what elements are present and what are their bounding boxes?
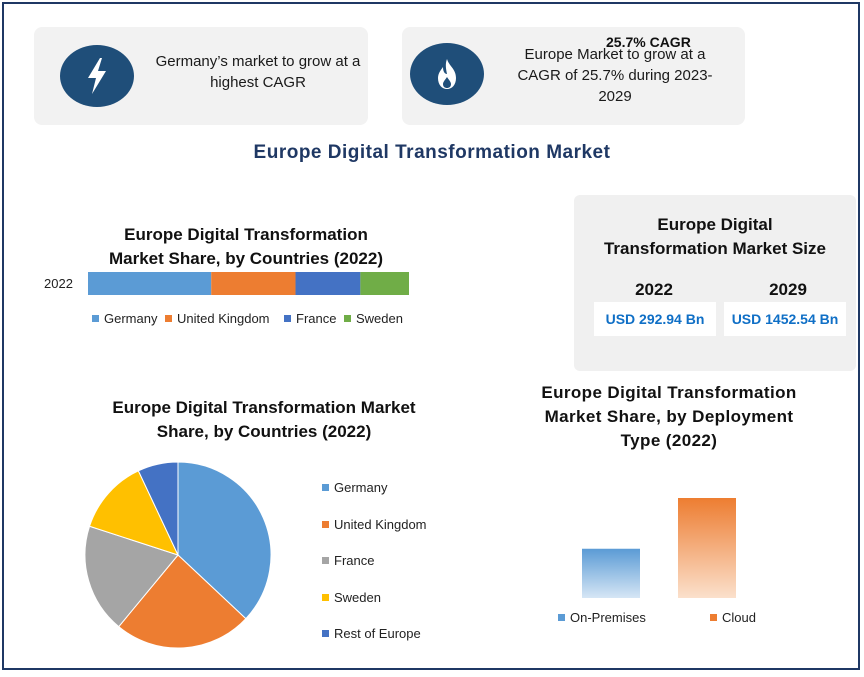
legend-item-france: France — [284, 311, 336, 326]
legend-swatch — [322, 484, 329, 491]
value-2029: USD 1452.54 Bn — [724, 302, 846, 336]
deployment-bar-chart — [582, 498, 736, 598]
legend-swatch — [322, 520, 329, 528]
value-2022: USD 292.94 Bn — [594, 302, 716, 336]
pie-slice-united-kingdom — [118, 554, 247, 649]
pie-slice-france — [84, 525, 179, 628]
year-2029-label: 2029 — [769, 280, 807, 299]
legend-swatch — [710, 614, 717, 621]
germany-growth-card: Germany’s market to grow at a highest CA… — [34, 27, 368, 125]
stacked-bar-chart: 2022 — [44, 272, 409, 295]
legend-label: On-Premises — [570, 610, 646, 625]
market-size-title: Europe Digital Transformation Market Siz… — [603, 215, 826, 258]
legend-label: Sweden — [356, 311, 403, 326]
stacked-bar-title: Europe Digital Transformation Market Sha… — [109, 225, 383, 268]
europe-cagr-card: Europe Market to grow at a CAGR of 25.7%… — [402, 27, 745, 125]
pie-slice-rest-of-europe — [137, 461, 179, 556]
legend-item-france: France — [322, 553, 374, 568]
legend-label: France — [334, 553, 375, 568]
legend-swatch — [322, 557, 329, 564]
germany-growth-text: Germany’s market to grow at a highest CA… — [155, 53, 361, 91]
legend-label: Germany — [334, 480, 388, 495]
legend-swatch — [165, 315, 172, 322]
deployment-title: Europe Digital Transformation Market Sha… — [541, 383, 797, 450]
legend-label: Cloud — [722, 610, 756, 625]
bar-segment-france — [295, 272, 361, 295]
infographic-frame — [2, 2, 860, 670]
bar-segment-united-kingdom — [211, 272, 296, 295]
pie-chart — [84, 461, 272, 649]
year-2022-label: 2022 — [635, 280, 673, 299]
cagr-tag: 25.7% CAGR — [606, 34, 691, 50]
legend-swatch — [344, 315, 351, 322]
legend-label: United Kingdom — [177, 311, 270, 326]
main-title: Europe Digital Transformation Market — [253, 142, 611, 163]
legend-item-united-kingdom: United Kingdom — [165, 311, 270, 326]
legend-item-sweden: Sweden — [344, 311, 403, 326]
bar-segment-germany — [88, 272, 212, 295]
bar-category-label: 2022 — [44, 276, 73, 291]
deployment-bar-on-premises — [582, 548, 640, 598]
legend-item-cloud: Cloud — [710, 610, 756, 625]
stacked-bar-legend: Germany United Kingdom France Sweden — [92, 311, 432, 329]
market-size-card: Europe Digital Transformation Market Siz… — [574, 195, 856, 371]
legend-label: Rest of Europe — [334, 626, 421, 641]
legend-label: Sweden — [334, 589, 381, 605]
lightning-bolt-icon — [60, 45, 134, 107]
flame-icon — [410, 43, 484, 105]
legend-label: United Kingdom — [334, 516, 427, 532]
deployment-bar-cloud — [678, 498, 736, 598]
bar-segment-sweden — [360, 272, 409, 295]
legend-label: Germany — [104, 311, 158, 326]
legend-item-rest-of-europe: Rest of Europe — [322, 626, 421, 641]
pie-slice-germany — [177, 461, 272, 620]
legend-swatch — [92, 315, 99, 322]
legend-swatch — [322, 593, 329, 601]
legend-item-united-kingdom: United Kingdom — [322, 517, 427, 532]
legend-item-germany: Germany — [92, 311, 157, 326]
legend-swatch — [322, 630, 329, 637]
legend-label: France — [296, 311, 337, 326]
legend-swatch — [558, 614, 565, 621]
pie-legend: Germany United Kingdom France Sweden Rest of… — [322, 480, 462, 650]
pie-slice-sweden — [88, 470, 179, 556]
legend-item-sweden: Sweden — [322, 590, 381, 605]
legend-item-germany: Germany — [322, 480, 387, 495]
europe-cagr-text: Europe Market to grow at a CAGR of 25.7%… — [517, 46, 713, 105]
pie-title: Europe Digital Transformation Market Sha… — [112, 398, 416, 441]
deployment-legend: On-Premises Cloud — [558, 610, 818, 628]
legend-swatch — [284, 315, 291, 322]
legend-item-on-premises: On-Premises — [558, 610, 646, 625]
